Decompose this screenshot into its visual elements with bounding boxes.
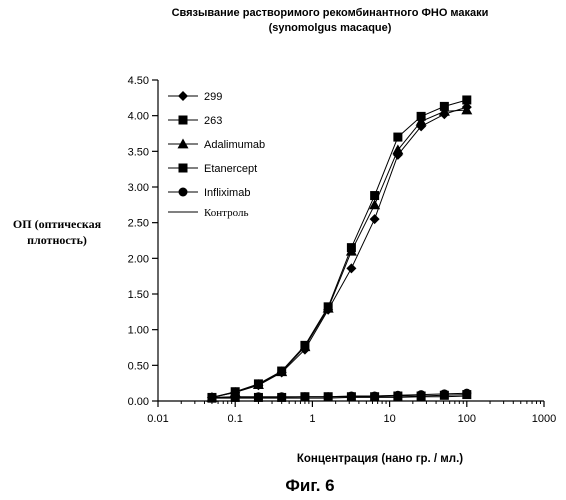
y-tick-label: 1.00 [128,325,149,337]
legend-label: Etanercept [204,163,257,175]
legend-label: 299 [204,91,222,103]
legend-marker [178,91,188,101]
x-tick-label: 1000 [532,413,556,425]
x-axis-label: Концентрация (нано гр. / мл.) [250,453,510,465]
legend-label: Adalimumab [204,139,265,151]
legend-marker [179,164,188,173]
y-tick-label: 4.00 [128,111,149,123]
data-point-series-4 [417,390,426,399]
legend-label: Контроль [204,207,248,219]
data-point-series-4 [207,393,216,402]
y-tick-label: 1.50 [128,289,149,301]
y-tick-label: 3.50 [128,146,149,158]
data-point-series-4 [254,392,263,401]
data-point-series-4 [393,391,402,400]
data-point-series-4 [347,392,356,401]
legend-marker [178,139,189,149]
x-tick-label: 1 [309,413,315,425]
data-point-series-4 [324,392,333,401]
y-tick-label: 2.00 [128,253,149,265]
x-tick-label: 10 [383,413,395,425]
data-point-series-0 [370,214,380,224]
legend-marker [179,116,188,125]
legend-label: Infliximab [204,187,250,199]
x-tick-label: 100 [458,413,476,425]
y-tick-label: 4.50 [128,75,149,87]
legend-marker [179,188,188,197]
data-point-series-4 [231,392,240,401]
series-line-2 [212,110,467,397]
y-tick-label: 0.00 [128,396,149,408]
x-tick-label: 0.01 [147,413,168,425]
data-point-series-4 [300,392,309,401]
legend-label: 263 [204,115,222,127]
data-point-series-1 [462,95,471,104]
y-tick-label: 3.00 [128,182,149,194]
data-point-series-4 [370,392,379,401]
figure-caption: Фиг. 6 [250,476,370,496]
x-tick-label: 0.1 [228,413,243,425]
data-point-series-1 [393,133,402,142]
data-point-series-1 [370,191,379,200]
data-point-series-2 [461,104,472,114]
y-tick-label: 0.50 [128,360,149,372]
data-point-series-0 [346,263,356,273]
y-tick-label: 2.50 [128,218,149,230]
data-point-series-4 [277,392,286,401]
